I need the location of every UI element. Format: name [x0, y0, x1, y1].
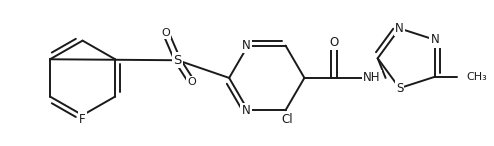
Text: CH₃: CH₃: [467, 72, 488, 82]
Text: F: F: [79, 113, 86, 126]
Text: N: N: [242, 104, 250, 117]
Text: N: N: [431, 33, 439, 46]
Text: S: S: [396, 82, 403, 95]
Text: Cl: Cl: [282, 113, 293, 126]
Text: O: O: [329, 36, 339, 49]
Text: O: O: [162, 28, 170, 38]
Text: O: O: [187, 77, 196, 87]
Text: NH: NH: [363, 71, 380, 84]
Text: N: N: [395, 22, 404, 35]
Text: S: S: [173, 54, 182, 67]
Text: N: N: [242, 39, 250, 52]
